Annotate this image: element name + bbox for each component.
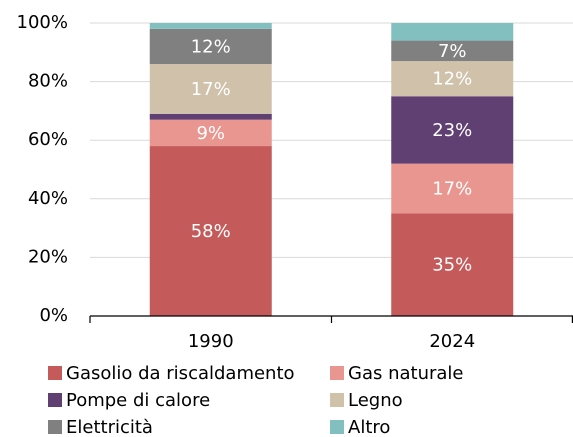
bar-segment: [149, 119, 272, 147]
legend-label: Gasolio da riscaldamento: [66, 363, 295, 384]
bar-segment: [149, 146, 272, 316]
value-label: 17%: [432, 179, 472, 200]
y-tick-label: 60%: [28, 129, 68, 150]
value-label: 7%: [438, 41, 467, 62]
y-tick-label: 0%: [39, 305, 68, 326]
y-tick-label: 100%: [17, 12, 68, 33]
bar-segment: [391, 163, 514, 214]
bar-segment: [391, 213, 514, 316]
legend-swatch: [48, 366, 62, 380]
value-label: 12%: [191, 36, 231, 57]
y-tick-label: 20%: [28, 246, 68, 267]
bar-segment: [149, 113, 272, 120]
value-label: 35%: [432, 255, 472, 276]
value-label: 58%: [191, 221, 231, 242]
bar-segment: [391, 23, 514, 41]
legend-swatch: [330, 393, 344, 407]
legend-swatch: [48, 393, 62, 407]
value-label: 17%: [191, 79, 231, 100]
bar-segment: [391, 96, 514, 164]
legend-label: Legno: [348, 390, 403, 411]
value-label: 23%: [432, 120, 472, 141]
y-tick-label: 40%: [28, 188, 68, 209]
legend-swatch: [48, 420, 62, 434]
x-tick-label: 2024: [429, 331, 475, 352]
legend-swatch: [330, 420, 344, 434]
legend-label: Elettricità: [66, 417, 153, 437]
value-label: 9%: [196, 123, 225, 144]
legend-label: Altro: [348, 417, 390, 437]
bar-segment: [391, 40, 514, 62]
bar-segment: [149, 28, 272, 65]
bar-segment: [149, 64, 272, 114]
legend-label: Pompe di calore: [66, 390, 210, 411]
legend-swatch: [330, 366, 344, 380]
value-label: 12%: [432, 69, 472, 90]
legend-label: Gas naturale: [348, 363, 464, 384]
bar-segment: [391, 61, 514, 97]
x-tick-label: 1990: [188, 331, 234, 352]
bar-segment: [149, 23, 272, 29]
y-tick-label: 80%: [28, 71, 68, 92]
